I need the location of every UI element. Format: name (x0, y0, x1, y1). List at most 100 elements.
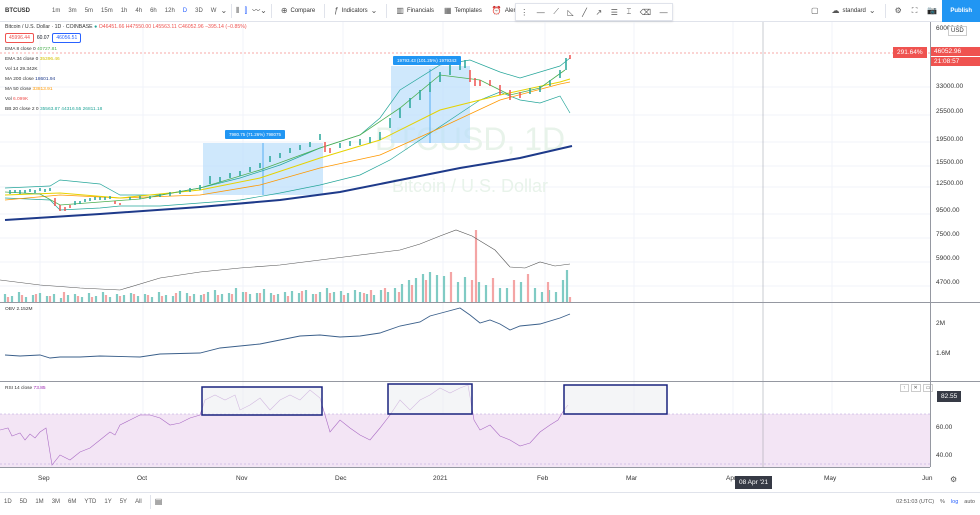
horizontal-ray-icon[interactable]: ― (659, 7, 668, 17)
highlight-box-2 (387, 383, 473, 415)
symbol-title: Bitcoin / U.S. Dollar · 1D · COINBASE (5, 24, 93, 30)
utc-clock[interactable]: 02:51:03 (UTC) (896, 498, 935, 505)
tf-3m[interactable]: 3m (68, 7, 77, 14)
price-label: 25500.00 (936, 108, 964, 115)
horizontal-line-icon[interactable]: — (536, 7, 545, 17)
maximize-icon[interactable]: ▭ (922, 384, 934, 392)
alert-label: Alert (504, 7, 518, 14)
indicator-ma200[interactable]: MA 200 close 18601.94 (5, 77, 56, 82)
tf-6h[interactable]: 6h (150, 7, 157, 14)
rsi-legend[interactable]: RSI 14 close 73.85 (5, 386, 46, 391)
log-toggle[interactable]: log (950, 498, 959, 505)
indicator-ema8[interactable]: EMA 8 close 0 40727.81 (5, 47, 58, 52)
chart-area[interactable]: BTCUSD, 1D Bitcoin / U.S. Dollar (0, 22, 930, 467)
rsi-axis-label: 40.00 (936, 452, 953, 459)
time-label: Mar (626, 475, 638, 482)
sell-button[interactable]: 45996.44 (5, 33, 34, 43)
alert-button[interactable]: ⏰ Alert (487, 6, 522, 15)
indicator-vol[interactable]: Vol 6.099K (5, 97, 29, 102)
fullscreen-icon[interactable]: ⛶ (911, 6, 918, 15)
camera-icon[interactable]: 📷 (927, 6, 938, 15)
range-all[interactable]: All (135, 498, 142, 505)
measure-icon[interactable]: ⌶ (626, 7, 632, 16)
tf-d[interactable]: D (182, 7, 188, 14)
curve-icon[interactable]: ↗ (595, 7, 603, 17)
chevron-down-icon[interactable]: ⌄ (260, 5, 267, 15)
eraser-icon[interactable]: ⌫ (639, 7, 652, 17)
layout-icon[interactable]: ▢ (810, 6, 819, 15)
plus-circle-icon: ⊕ (280, 5, 288, 15)
tf-3d[interactable]: 3D (195, 7, 203, 14)
obv-axis-label: 1.6M (936, 350, 951, 357)
range-1d[interactable]: 1D (4, 498, 12, 505)
arrow-up-icon[interactable]: ↑ (900, 384, 909, 392)
buy-button[interactable]: 46056.51 (52, 33, 82, 43)
price-label: 5900.00 (936, 255, 960, 262)
indicator-ma50[interactable]: MA 50 close 33813.91 (5, 87, 53, 92)
tf-4h[interactable]: 4h (135, 7, 143, 14)
indicators-button[interactable]: ƒ Indicators ⌄ (329, 5, 382, 15)
indicator-vol14[interactable]: Vol 14 29.342K (5, 67, 38, 72)
pane-controls: ↑ ✕ ▭ (900, 384, 934, 392)
indicator-bb[interactable]: BB 20 close 2 0 35563.87 44316.55 26811.… (5, 107, 103, 112)
rsi-value-tag: 82.55 (937, 391, 962, 402)
time-label: Feb (537, 475, 549, 482)
publish-button[interactable]: Publish (942, 0, 980, 22)
bar-chart-icon[interactable]: ⫴ (236, 5, 240, 15)
trade-chips: 45996.44 60.07 46056.51 (5, 33, 82, 43)
time-axis[interactable]: Sep Oct Nov Dec 2021 Feb Mar Apr May Jun (0, 467, 933, 487)
price-label: 7500.00 (936, 231, 960, 238)
calendar-icon[interactable]: ▤ (154, 496, 163, 506)
range-ytd[interactable]: YTD (84, 498, 97, 505)
tf-1m[interactable]: 1m (52, 7, 61, 14)
financials-button[interactable]: ▥ Financials (391, 6, 439, 15)
countdown-tag: 21:08:57 (931, 57, 980, 66)
auto-toggle[interactable]: auto (964, 498, 975, 505)
parallel-channel-icon[interactable]: ☰ (610, 7, 618, 17)
compare-button[interactable]: ⊕ Compare (276, 5, 320, 15)
obv-legend[interactable]: OBV 2.152M (5, 307, 33, 312)
symbol-search[interactable]: BTCUSD (5, 7, 30, 14)
bottom-right: 02:51:03 (UTC) % log auto (896, 499, 975, 505)
trend-line-icon[interactable]: ⟋ (553, 7, 559, 16)
tf-5m[interactable]: 5m (84, 7, 94, 14)
pane-divider[interactable] (0, 381, 980, 382)
range-5d[interactable]: 5D (19, 498, 28, 505)
price-label: 19500.00 (936, 136, 964, 143)
triangle-icon[interactable]: ◺ (567, 7, 574, 17)
drag-handle-icon[interactable]: ⋮ (520, 7, 529, 17)
price-label: 4700.00 (936, 279, 960, 286)
market-status-dot: ● (94, 24, 98, 30)
tf-15m[interactable]: 15m (101, 7, 113, 14)
candles-icon[interactable]: ⫿ (244, 5, 248, 15)
range-1m[interactable]: 1M (35, 498, 44, 505)
time-label: Jun (922, 475, 933, 482)
price-label: 33000.00 (936, 83, 964, 90)
line-icon[interactable]: ╱ (582, 7, 587, 17)
range-1y[interactable]: 1Y (104, 498, 112, 505)
templates-icon: ▦ (443, 5, 452, 15)
percent-toggle[interactable]: % (940, 498, 945, 505)
time-label: May (824, 475, 837, 482)
templates-button[interactable]: ▦ Templates (439, 5, 487, 15)
price-axis[interactable]: 60000.00 46052.96 21:08:57 33000.00 2550… (930, 22, 980, 467)
tf-1h[interactable]: 1h (120, 7, 128, 14)
price-label: 15500.00 (936, 159, 964, 166)
function-icon: ƒ (334, 5, 339, 15)
chevron-down-icon[interactable]: ⌄ (220, 5, 228, 15)
tf-12h[interactable]: 12h (164, 7, 175, 14)
line-chart-icon[interactable]: 〰 (252, 5, 261, 15)
currency-label[interactable]: USD (948, 26, 967, 36)
bottom-toolbar: 1D 5D 1M 3M 6M YTD 1Y 5Y All ▤ 02:51:03 … (0, 492, 980, 510)
range-3m[interactable]: 3M (51, 498, 61, 505)
theme-label: standard (842, 8, 866, 14)
tf-w[interactable]: W (210, 7, 217, 14)
settings-icon[interactable]: ⚙ (950, 475, 958, 484)
range-6m[interactable]: 6M (68, 498, 77, 505)
close-icon[interactable]: ✕ (910, 384, 921, 392)
indicator-ema34[interactable]: EMA 34 close 0 35396.46 (5, 57, 60, 62)
pane-divider[interactable] (0, 302, 980, 303)
range-5y[interactable]: 5Y (119, 498, 128, 505)
theme-dropdown[interactable]: ☁ standard ⌄ (827, 7, 881, 15)
gear-icon[interactable]: ⚙ (894, 6, 902, 15)
